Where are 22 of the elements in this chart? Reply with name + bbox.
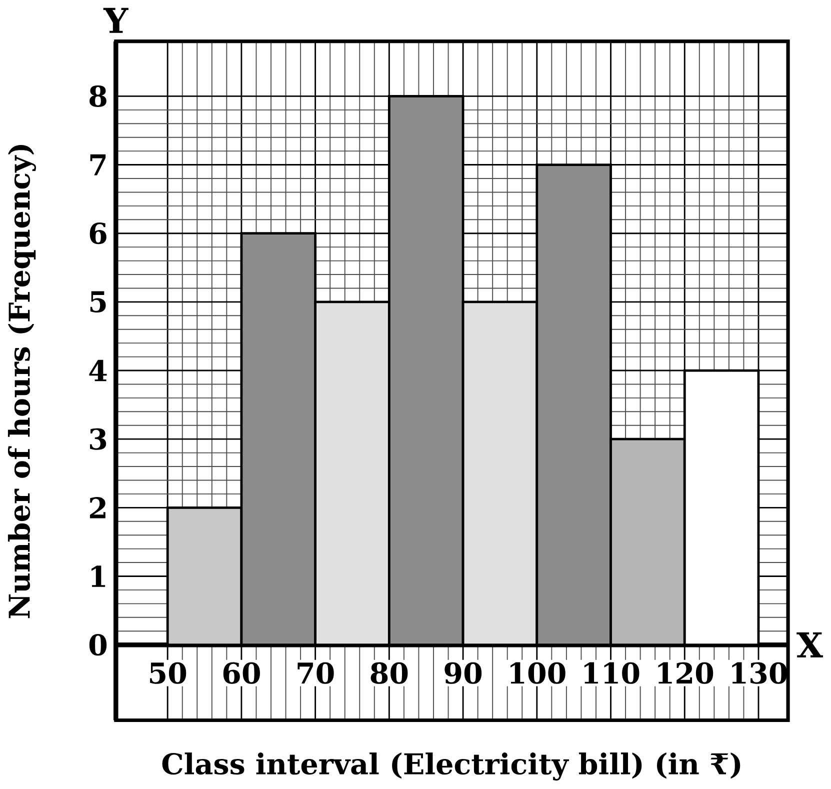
x-tick-label: 120	[658, 662, 714, 684]
x-tick-label: 100	[510, 662, 566, 684]
y-tick-label: 8	[90, 86, 106, 108]
y-axis-title: Number of hours (Frequency)	[8, 145, 36, 618]
y-tick-label: 1	[92, 566, 106, 588]
y-tick-label: 3	[90, 428, 106, 450]
x-tick-label: 70	[298, 662, 334, 684]
x-tick-label: 110	[584, 662, 640, 684]
y-tick-label: 5	[90, 292, 106, 313]
x-tick-label: 130	[732, 662, 787, 684]
text: X	[796, 632, 824, 658]
x-axis-title: Class interval (Electricity bill) (in ₹)	[162, 752, 740, 781]
x-tick-label: 50	[150, 662, 186, 684]
x-tick-label: 80	[370, 662, 408, 684]
y-tick-label: 6	[90, 222, 106, 244]
y-tick-label: 0	[89, 634, 107, 656]
y-tick-label: 7	[90, 154, 106, 176]
text: Y	[103, 8, 128, 34]
x-tick-label: 90	[444, 662, 482, 684]
y-tick-label: 4	[89, 360, 107, 382]
y-tick-label: 2	[90, 497, 106, 519]
x-tick-label: 60	[223, 662, 260, 684]
